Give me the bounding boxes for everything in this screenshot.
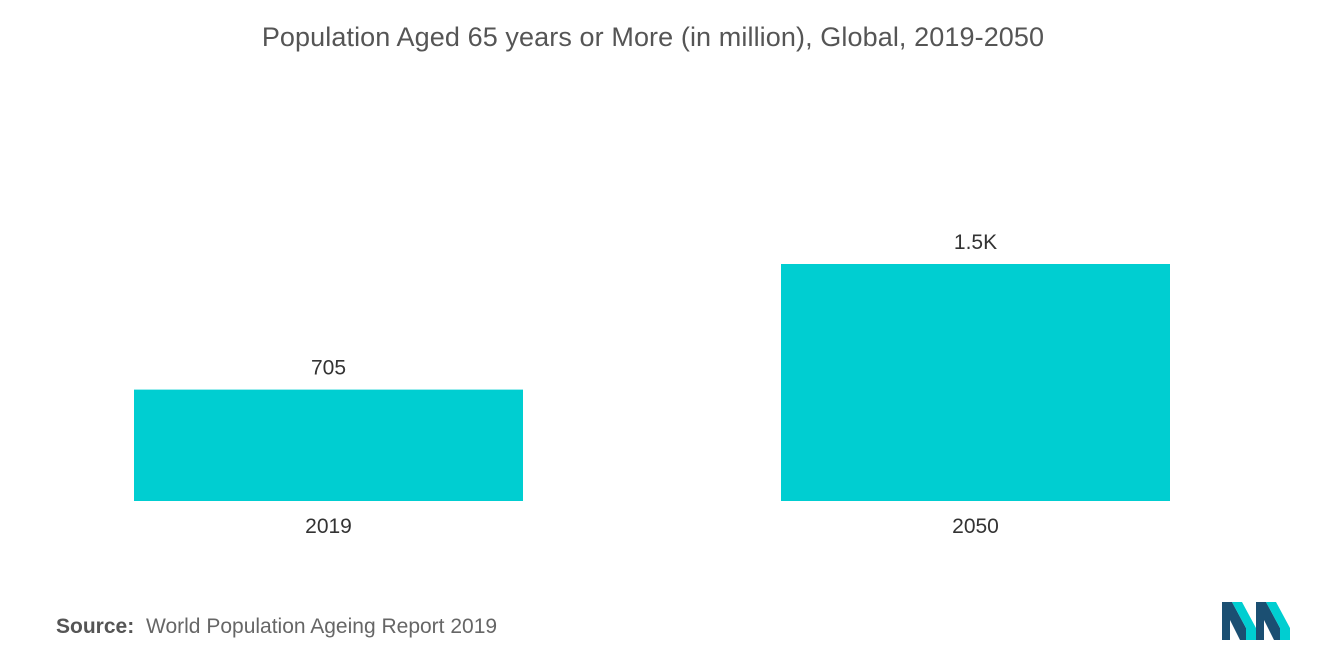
bar-chart: 705 2019 1.5K 2050 [134,231,1170,538]
mordor-intelligence-logo-icon [1222,602,1290,640]
category-label-2050: 2050 [952,515,999,538]
source-note: Source: World Population Ageing Report 2… [56,615,497,639]
bar-2019 [134,389,523,501]
data-label-2019: 705 [311,357,346,380]
chart-title: Population Aged 65 years or More (in mil… [261,22,1045,52]
source-text: World Population Ageing Report 2019 [146,615,498,638]
category-label-2019: 2019 [305,515,352,538]
data-label-2050: 1.5K [954,231,997,254]
source-label: Source: [56,615,135,638]
bar-2050 [781,264,1170,501]
